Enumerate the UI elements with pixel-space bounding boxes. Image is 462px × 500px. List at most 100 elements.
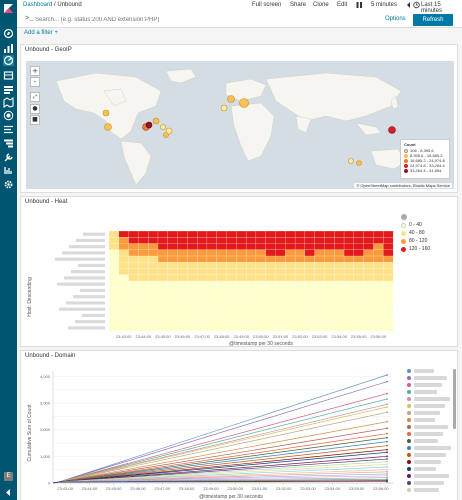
heat-cell[interactable] xyxy=(334,255,345,263)
heat-cell[interactable] xyxy=(275,305,286,313)
heat-cell[interactable] xyxy=(226,243,237,251)
heat-cell[interactable] xyxy=(177,318,188,326)
heat-cell[interactable] xyxy=(373,268,384,276)
heat-cell[interactable] xyxy=(294,280,306,288)
heat-cell[interactable] xyxy=(294,274,306,282)
heat-cell[interactable] xyxy=(363,280,374,288)
heat-cell[interactable] xyxy=(167,324,178,332)
heat-cell[interactable] xyxy=(285,255,296,263)
add-filter-link[interactable]: Add a filter + xyxy=(24,30,58,36)
heat-cell[interactable] xyxy=(177,293,188,301)
discover-icon[interactable] xyxy=(3,28,14,39)
line-point[interactable] xyxy=(386,463,388,466)
line-point[interactable] xyxy=(386,466,388,468)
heat-cell[interactable] xyxy=(197,274,208,282)
heat-cell[interactable] xyxy=(187,255,198,263)
heat-cell[interactable] xyxy=(304,243,315,251)
heat-cell[interactable] xyxy=(265,299,276,307)
heat-cell[interactable] xyxy=(294,312,306,319)
heat-cell[interactable] xyxy=(304,299,315,307)
heat-cell[interactable] xyxy=(245,293,257,301)
heat-cell[interactable] xyxy=(118,249,129,257)
heat-cell[interactable] xyxy=(343,249,355,257)
heat-cell[interactable] xyxy=(216,293,227,301)
heat-cell[interactable] xyxy=(314,280,325,288)
heat-cell[interactable] xyxy=(353,305,364,313)
heat-cell[interactable] xyxy=(226,318,237,326)
heat-cell[interactable] xyxy=(294,268,306,276)
heat-cell[interactable] xyxy=(314,262,325,269)
heat-cell[interactable] xyxy=(118,255,129,263)
heat-cell[interactable] xyxy=(128,262,139,269)
heat-cell[interactable] xyxy=(275,293,286,301)
heat-cell[interactable] xyxy=(363,249,374,257)
user-avatar[interactable]: E xyxy=(4,472,13,481)
heat-cell[interactable] xyxy=(265,262,276,269)
heat-cell[interactable] xyxy=(245,262,257,269)
heat-cell[interactable] xyxy=(363,262,374,269)
line-point[interactable] xyxy=(386,458,388,460)
heat-cell[interactable] xyxy=(187,312,198,319)
heat-cell[interactable] xyxy=(324,280,335,288)
line-legend-item[interactable] xyxy=(407,423,455,430)
heat-cell[interactable] xyxy=(236,305,247,313)
heat-cell[interactable] xyxy=(226,324,237,332)
legend-scrollbar[interactable] xyxy=(453,369,456,429)
heat-cell[interactable] xyxy=(118,299,129,307)
heat-cell[interactable] xyxy=(148,262,159,269)
heat-cell[interactable] xyxy=(285,305,296,313)
heat-cell[interactable] xyxy=(118,305,129,313)
heat-cell[interactable] xyxy=(148,287,159,294)
heat-cell[interactable] xyxy=(148,299,159,307)
heat-cell[interactable] xyxy=(353,312,364,319)
heat-cell[interactable] xyxy=(118,287,129,294)
heat-cell[interactable] xyxy=(226,230,237,238)
full-screen-button[interactable]: Full screen xyxy=(252,2,282,8)
heat-cell[interactable] xyxy=(353,318,364,326)
line-point[interactable] xyxy=(386,444,388,447)
heat-cell[interactable] xyxy=(187,237,198,244)
heat-cell[interactable] xyxy=(373,293,384,301)
heat-cell[interactable] xyxy=(187,299,198,307)
heat-cell[interactable] xyxy=(108,262,120,269)
heat-cell[interactable] xyxy=(255,312,267,319)
heat-cell[interactable] xyxy=(294,262,306,269)
heat-cell[interactable] xyxy=(275,324,286,332)
dashboard-icon[interactable] xyxy=(3,55,14,66)
heat-cell[interactable] xyxy=(343,312,355,319)
heat-cell[interactable] xyxy=(255,268,267,276)
heat-cell[interactable] xyxy=(108,318,120,326)
heat-cell[interactable] xyxy=(197,312,208,319)
ml-icon[interactable] xyxy=(3,110,14,121)
heat-cell[interactable] xyxy=(245,280,257,288)
heat-cell[interactable] xyxy=(206,237,218,244)
heat-cell[interactable] xyxy=(324,243,335,251)
line-legend-item[interactable] xyxy=(407,416,455,423)
heat-cell[interactable] xyxy=(236,230,247,238)
heat-cell[interactable] xyxy=(265,305,276,313)
heat-cell[interactable] xyxy=(226,249,237,257)
search-input[interactable] xyxy=(35,14,375,25)
geo-marker[interactable] xyxy=(165,127,173,135)
heat-cell[interactable] xyxy=(197,305,208,313)
heat-cell[interactable] xyxy=(334,243,345,251)
heat-cell[interactable] xyxy=(363,237,374,244)
heat-cell[interactable] xyxy=(275,280,286,288)
heat-cell[interactable] xyxy=(148,318,159,326)
heat-cell[interactable] xyxy=(197,237,208,244)
heat-cell[interactable] xyxy=(373,324,384,332)
heat-cell[interactable] xyxy=(128,305,139,313)
heat-cell[interactable] xyxy=(245,230,257,238)
heat-cell[interactable] xyxy=(353,293,364,301)
heat-cell[interactable] xyxy=(167,318,178,326)
clone-button[interactable]: Clone xyxy=(313,2,329,8)
heat-cell[interactable] xyxy=(285,312,296,319)
heat-cell[interactable] xyxy=(187,243,198,251)
heat-cell[interactable] xyxy=(216,287,227,294)
line-point[interactable] xyxy=(386,411,388,414)
heat-cell[interactable] xyxy=(255,299,267,307)
heat-cell[interactable] xyxy=(343,299,355,307)
heat-cell[interactable] xyxy=(108,305,120,313)
line-legend-item[interactable] xyxy=(407,430,455,437)
heat-cell[interactable] xyxy=(216,324,227,332)
